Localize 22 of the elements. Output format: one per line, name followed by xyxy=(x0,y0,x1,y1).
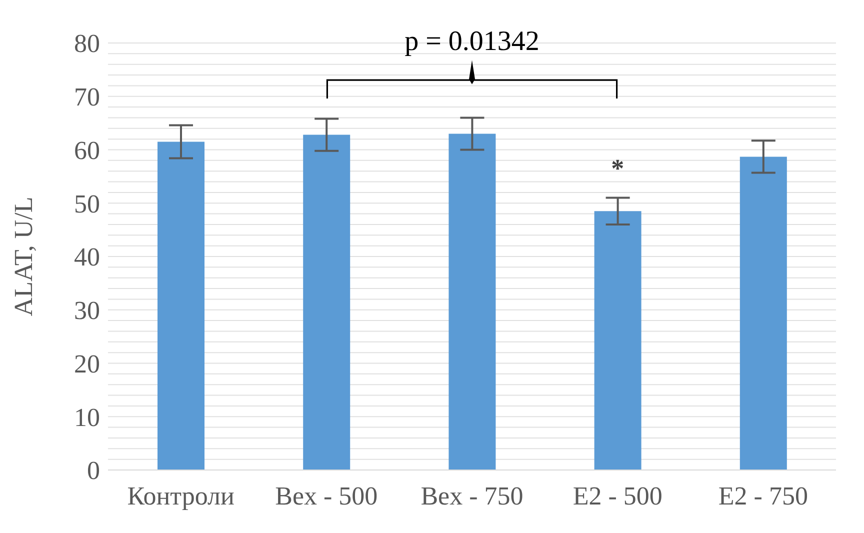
bar xyxy=(594,211,642,470)
x-tick-label: Bex - 750 xyxy=(420,481,524,510)
bar xyxy=(740,156,787,470)
x-tick-label: Bex - 500 xyxy=(275,481,378,510)
x-tick-label: Контроли xyxy=(127,481,234,510)
y-tick-label: 60 xyxy=(74,136,100,165)
x-tick-label: E2 - 500 xyxy=(572,481,662,510)
y-tick-label: 20 xyxy=(74,349,100,378)
y-tick-label: 30 xyxy=(74,296,100,326)
y-axis-title: ALAT, U/L xyxy=(9,196,38,316)
y-tick-label: 50 xyxy=(74,189,100,218)
bar xyxy=(448,134,496,470)
y-tick-label: 10 xyxy=(74,402,100,432)
annotation: p = 0.01342 xyxy=(404,26,540,58)
bar xyxy=(158,142,205,470)
annotation: * xyxy=(611,154,624,184)
y-tick-label: 70 xyxy=(74,82,100,112)
y-tick-label: 0 xyxy=(87,456,100,486)
y-tick-label: 80 xyxy=(74,29,100,58)
x-tick-label: E2 - 750 xyxy=(718,481,808,510)
y-tick-label: 40 xyxy=(74,242,100,272)
bar xyxy=(303,134,350,470)
